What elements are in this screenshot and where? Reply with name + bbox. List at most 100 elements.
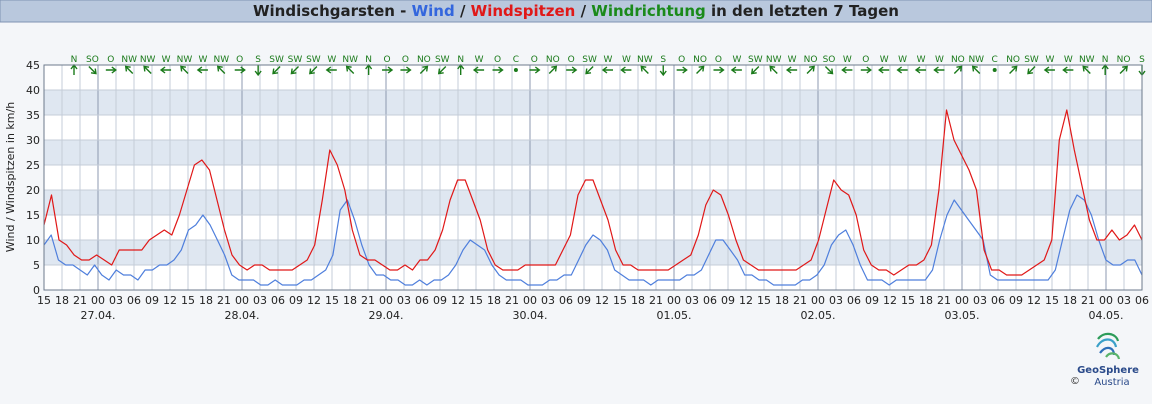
direction-label: NW [177, 55, 193, 65]
x-tick-label: 00 [667, 294, 681, 307]
x-tick-label: 15 [469, 294, 483, 307]
direction-label: N [457, 55, 464, 65]
x-tick-label: 06 [559, 294, 573, 307]
direction-label: W [935, 55, 944, 65]
band [44, 140, 1142, 165]
direction-label: NO [546, 55, 560, 65]
wind-direction-arrow-icon [437, 65, 447, 75]
wind-direction-arrow-icon [345, 65, 355, 75]
x-tick-label: 03 [109, 294, 123, 307]
arrow-shape [1027, 65, 1036, 75]
band [44, 215, 1142, 240]
arrow-shape [896, 66, 908, 74]
direction-label: NW [637, 55, 653, 65]
x-tick-label: 15 [1045, 294, 1059, 307]
x-tick-label: 00 [811, 294, 825, 307]
wind-direction-arrow-icon [124, 65, 134, 75]
wind-direction-arrow-icon [400, 66, 412, 74]
x-tick-label: 18 [199, 294, 213, 307]
direction-label: C [513, 55, 519, 65]
title-wind: Wind [412, 2, 455, 20]
wind-direction-arrow-icon [601, 66, 613, 74]
title-sep1: - [395, 2, 412, 20]
y-tick-label: 5 [33, 259, 40, 272]
logo-name: GeoSphere [1077, 365, 1139, 376]
x-tick-label: 18 [1063, 294, 1077, 307]
logo-sub: Austria [1094, 377, 1129, 388]
direction-label: O [494, 55, 501, 65]
wind-direction-arrow-icon [105, 66, 117, 74]
direction-label: SO [86, 55, 99, 65]
y-tick-label: 20 [26, 184, 40, 197]
direction-label: NW [213, 55, 229, 65]
wind-direction-arrow-icon [1062, 66, 1074, 74]
x-tick-label: 03 [685, 294, 699, 307]
date-label: 27.04. [81, 309, 116, 322]
y-tick-labels: 0 5 10 15 20 25 30 35 40 45 [26, 59, 40, 297]
direction-label: NW [140, 55, 156, 65]
x-tick-label: 06 [1135, 294, 1149, 307]
wind-direction-arrow-icon [216, 65, 226, 75]
direction-label: S [1139, 55, 1145, 65]
wind-direction-arrow-icon [896, 66, 908, 74]
arrow-shape [216, 65, 226, 75]
arrow-shape [234, 66, 246, 74]
series-line-wind [43, 194, 1143, 286]
arrow-shape [529, 66, 541, 74]
arrow-shape [1119, 65, 1128, 75]
wind-direction-arrow-icon [309, 65, 318, 75]
title-suffix: in den letzten 7 Tagen [706, 2, 899, 20]
arrow-shape [105, 66, 117, 74]
direction-label: NO [951, 55, 965, 65]
y-tick-label: 45 [26, 59, 40, 72]
arrow-shape [713, 66, 725, 74]
x-tick-label: 00 [235, 294, 249, 307]
date-label: 28.04. [225, 309, 260, 322]
x-tick-label: 15 [181, 294, 195, 307]
x-tick-label: 21 [793, 294, 807, 307]
x-tick-label: 21 [937, 294, 951, 307]
band [44, 115, 1142, 140]
wind-direction-arrow-icon [88, 65, 97, 75]
date-label: 02.05. [801, 309, 836, 322]
wind-direction-arrow-icon [272, 65, 281, 75]
wind-direction-arrow-icon [159, 66, 172, 74]
date-label: 30.04. [513, 309, 548, 322]
arrow-shape [750, 65, 760, 75]
x-tick-label: 03 [397, 294, 411, 307]
arrow-shape [971, 65, 981, 75]
arrow-shape [143, 65, 152, 75]
x-tick-label: 12 [595, 294, 609, 307]
wind-direction-arrow-icon [419, 65, 429, 75]
direction-label: NW [342, 55, 358, 65]
x-tick-label: 15 [757, 294, 771, 307]
x-tick-label: 15 [37, 294, 51, 307]
x-tick-label: 09 [721, 294, 735, 307]
wind-direction-arrow-icon [1027, 65, 1036, 75]
arrow-shape [325, 66, 337, 74]
x-tick-label: 00 [1099, 294, 1113, 307]
title-sep3: / [575, 2, 591, 20]
x-tick-label: 00 [91, 294, 105, 307]
series-lines [43, 109, 1143, 286]
calm-marker-icon [513, 68, 518, 72]
arrow-shape [254, 65, 262, 77]
wind-direction-arrow-icon [234, 66, 246, 74]
wind-direction-arrow-icon [1082, 65, 1091, 75]
date-label: 04.05. [1089, 309, 1124, 322]
arrow-shape [124, 65, 134, 75]
x-tick-label: 15 [613, 294, 627, 307]
arrow-shape [88, 65, 97, 75]
direction-label: SO [823, 55, 836, 65]
x-tick-label: 09 [289, 294, 303, 307]
arrow-shape [345, 65, 355, 75]
direction-label: N [71, 55, 78, 65]
arrow-shape [419, 65, 429, 75]
arrow-shape [196, 66, 208, 74]
vertical-gridlines [43, 65, 1143, 290]
direction-label: W [622, 55, 631, 65]
direction-label: O [236, 55, 243, 65]
x-tick-label: 06 [847, 294, 861, 307]
direction-label: NO [1006, 55, 1020, 65]
x-tick-label: 09 [865, 294, 879, 307]
